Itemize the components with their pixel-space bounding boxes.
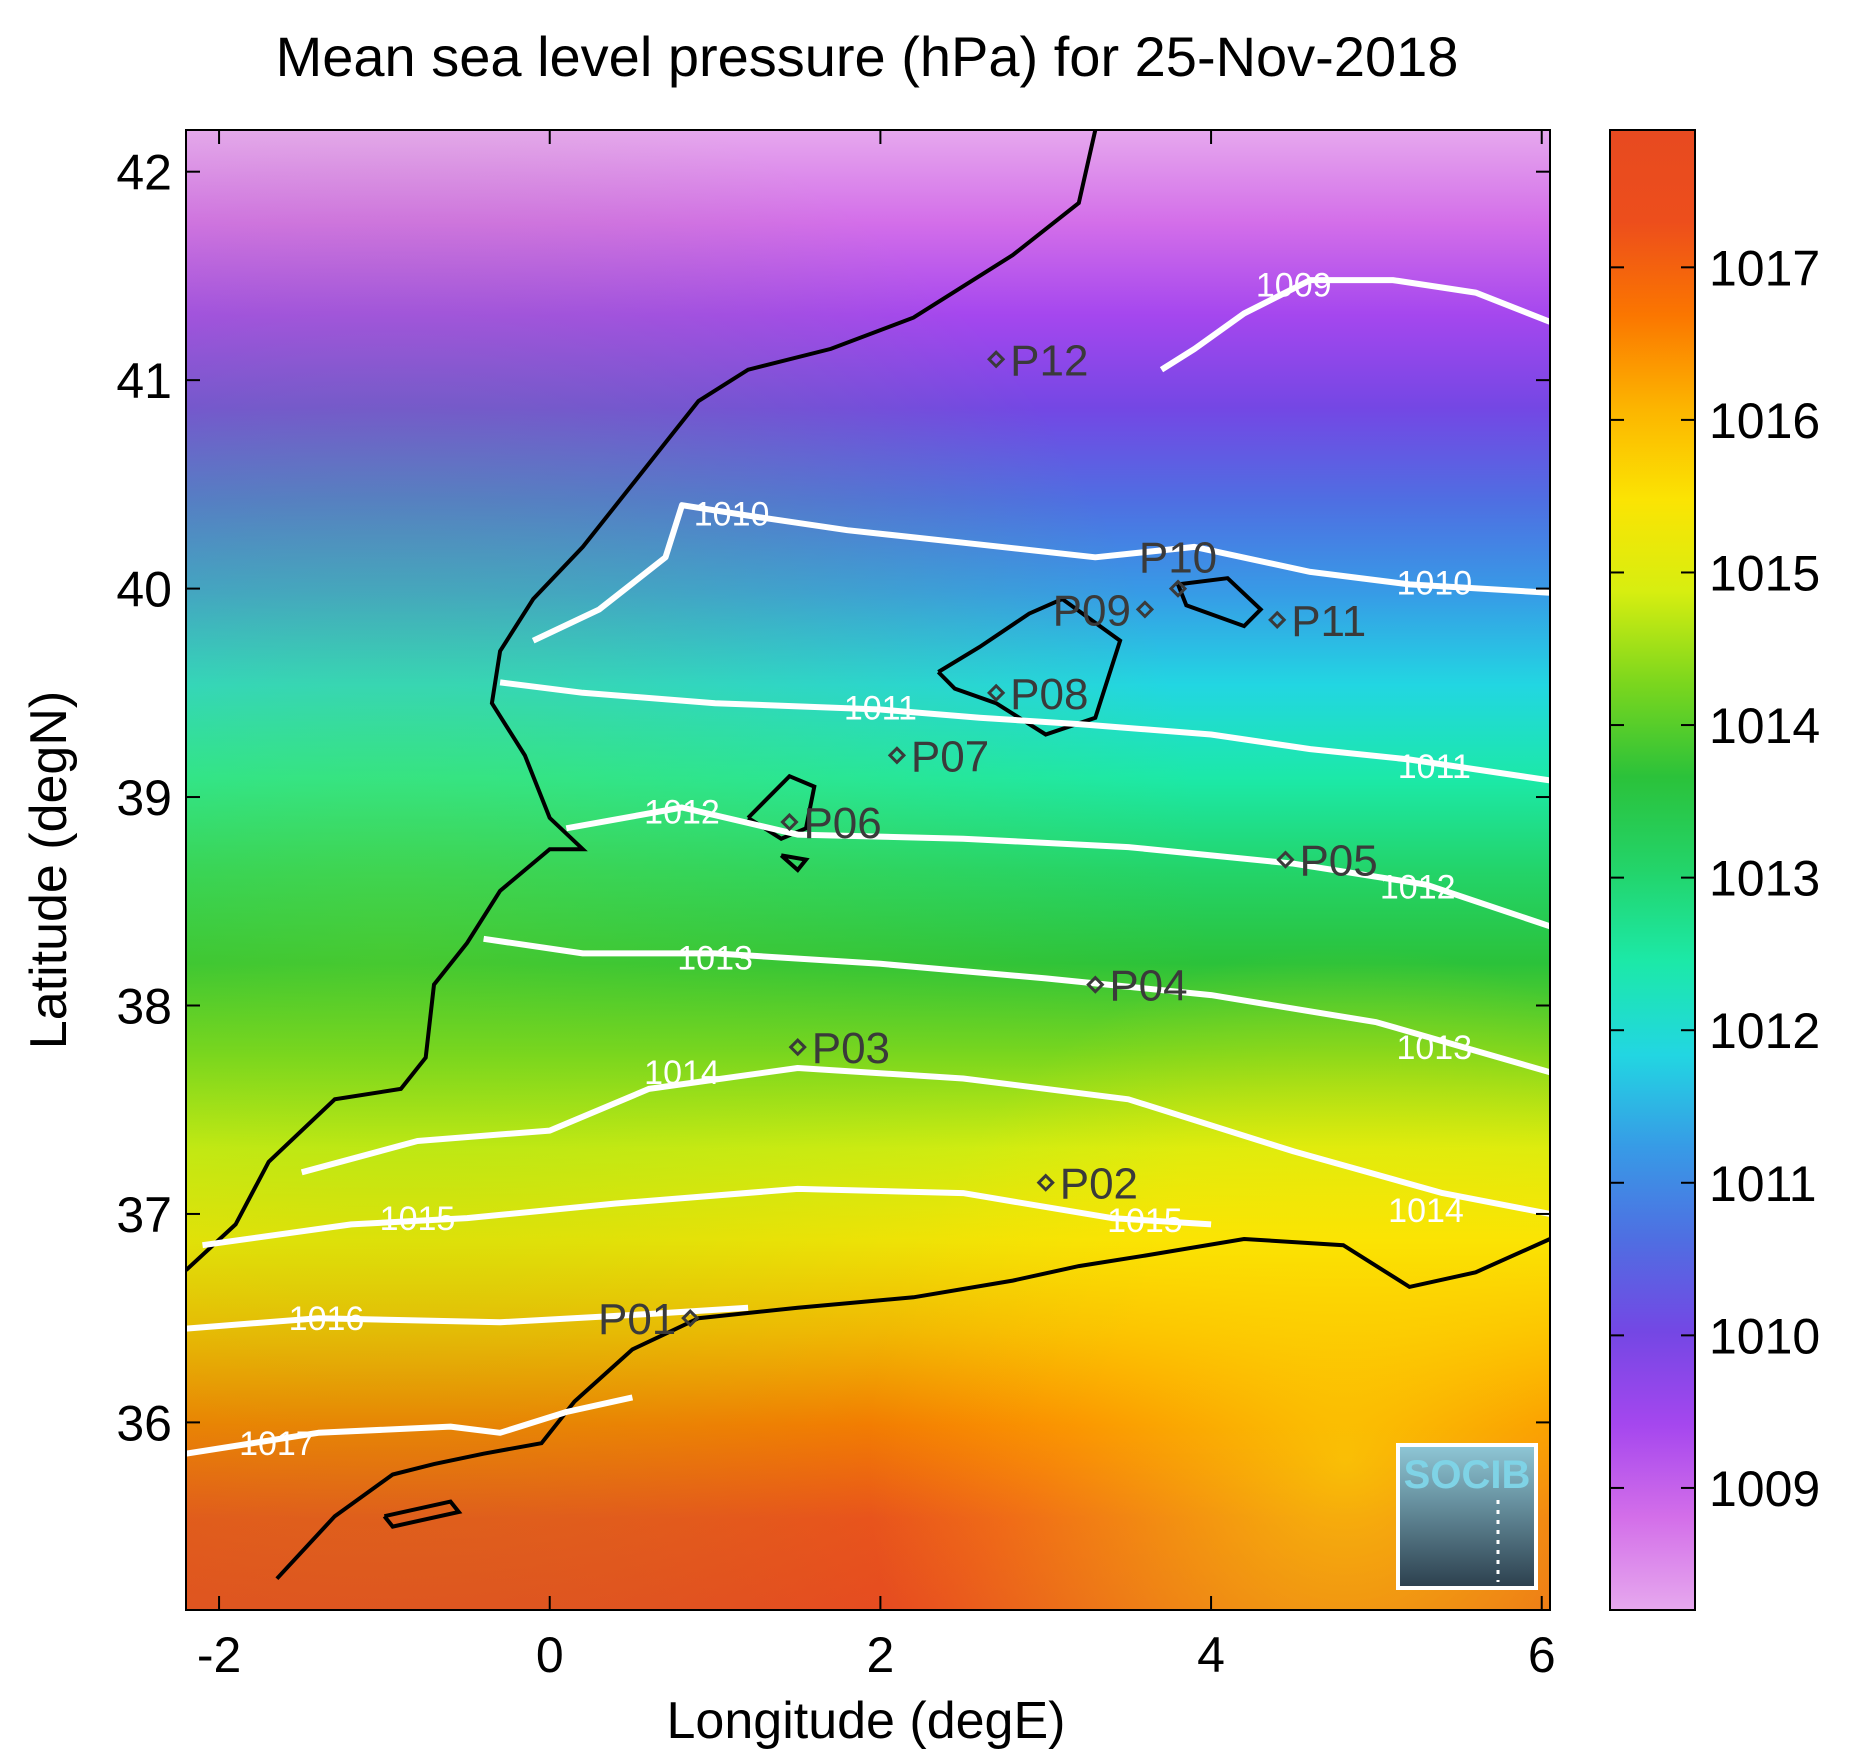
isobar-label-1011: 1011 bbox=[1398, 748, 1471, 786]
station-label-p06: P06 bbox=[803, 799, 881, 848]
isobar-1011 bbox=[499, 679, 1550, 784]
station-marker-p08 bbox=[987, 683, 1006, 702]
station-marker-p07 bbox=[887, 746, 907, 765]
y-axis-label: Latitude (degN) bbox=[20, 691, 78, 1049]
station-marker-p11 bbox=[1268, 610, 1287, 629]
isobar-label-1014: 1014 bbox=[1388, 1192, 1464, 1230]
colorbar-tick-label: 1016 bbox=[1709, 393, 1820, 449]
colorbar-tick-label: 1012 bbox=[1709, 1003, 1820, 1059]
isobar-label-1011: 1011 bbox=[844, 689, 917, 727]
isobar-label-1015: 1015 bbox=[1107, 1202, 1183, 1240]
station-label-p02: P02 bbox=[1060, 1160, 1138, 1209]
colorbar-tick-label: 1017 bbox=[1709, 240, 1820, 296]
x-tick-label: -2 bbox=[197, 1627, 241, 1683]
station-marker-p06 bbox=[780, 812, 799, 832]
isobar-1009 bbox=[1159, 277, 1550, 373]
formentera-coastline bbox=[779, 853, 810, 873]
isobar-label-1014: 1014 bbox=[644, 1054, 720, 1092]
x-tick-label: 2 bbox=[866, 1627, 894, 1683]
isobar-1014 bbox=[300, 1065, 1550, 1217]
isobar-label-1015: 1015 bbox=[380, 1200, 456, 1238]
y-tick-label: 42 bbox=[116, 145, 172, 201]
y-tick-label: 41 bbox=[116, 353, 172, 409]
isobar-1013 bbox=[483, 935, 1550, 1076]
station-label-p07: P07 bbox=[911, 732, 989, 781]
y-tick-label: 36 bbox=[116, 1395, 172, 1451]
x-tick-label: 0 bbox=[536, 1627, 564, 1683]
isobar-1017 bbox=[186, 1394, 634, 1457]
colorbar-tick-label: 1011 bbox=[1709, 1156, 1817, 1212]
isobars: 1009 1010 1010 1011 1011 1012 1012 1013 1013 1014… bbox=[186, 266, 1550, 1463]
iberia-coastline bbox=[275, 1236, 1550, 1581]
isobar-1012 bbox=[565, 804, 1550, 930]
isobar-label-1016: 1016 bbox=[289, 1300, 365, 1338]
socib-logo: SOCIB bbox=[1396, 1443, 1538, 1590]
y-axis: 36 37 38 39 40 41 42 bbox=[116, 145, 1550, 1451]
map-frame bbox=[185, 129, 1551, 1611]
alboran-coastline bbox=[382, 1499, 463, 1529]
isobar-1015 bbox=[202, 1185, 1212, 1249]
station-label-p08: P08 bbox=[1010, 670, 1088, 719]
isobar-label-1012: 1012 bbox=[644, 794, 720, 832]
isobar-label-1013: 1013 bbox=[1396, 1029, 1472, 1067]
isobar-label-1017: 1017 bbox=[239, 1425, 315, 1463]
logo-text: SOCIB bbox=[1404, 1453, 1531, 1497]
colorbar: 1009 1010 1011 1012 1013 1014 1015 1016 1017 bbox=[1609, 129, 1820, 1611]
colorbar-tick-label: 1013 bbox=[1709, 851, 1820, 907]
station-marker-p01 bbox=[681, 1309, 700, 1328]
colorbar-scale bbox=[1609, 129, 1696, 1611]
y-tick-label: 37 bbox=[116, 1187, 172, 1243]
station-label-p12: P12 bbox=[1010, 336, 1088, 385]
coastlines bbox=[186, 130, 1550, 1581]
x-tick-label: 4 bbox=[1197, 1627, 1225, 1683]
station-marker-p03 bbox=[788, 1038, 807, 1057]
station-label-p11: P11 bbox=[1291, 597, 1366, 646]
station-label-p01: P01 bbox=[598, 1295, 676, 1344]
station-label-p04: P04 bbox=[1109, 962, 1187, 1011]
station-marker-p10 bbox=[1168, 579, 1188, 598]
isobar-label-1009: 1009 bbox=[1256, 266, 1332, 304]
colorbar-tick-label: 1009 bbox=[1709, 1461, 1820, 1517]
y-tick-label: 40 bbox=[116, 562, 172, 618]
colorbar-tick-label: 1015 bbox=[1709, 545, 1820, 601]
ibiza-coastline bbox=[746, 773, 817, 841]
station-label-p10: P10 bbox=[1139, 534, 1217, 583]
mallorca-coastline bbox=[936, 596, 1123, 737]
y-tick-label: 38 bbox=[116, 978, 172, 1034]
isobar-label-1010: 1010 bbox=[694, 496, 770, 534]
isobar-1016 bbox=[186, 1304, 749, 1332]
station-marker-p04 bbox=[1086, 975, 1105, 994]
station-marker-p05 bbox=[1276, 850, 1295, 869]
x-axis: -2 0 2 4 6 bbox=[197, 130, 1556, 1683]
station-marker-p02 bbox=[1036, 1173, 1055, 1192]
spain-coastline bbox=[186, 130, 1098, 1272]
menorca-coastline bbox=[1176, 576, 1264, 629]
station-label-p03: P03 bbox=[812, 1024, 890, 1073]
y-tick-label: 39 bbox=[116, 770, 172, 826]
isobar-label-1013: 1013 bbox=[677, 940, 753, 978]
x-tick-label: 6 bbox=[1528, 1627, 1556, 1683]
station-marker-p09 bbox=[1135, 600, 1155, 619]
map-area: 1009 1010 1010 1011 1011 1012 1012 1013 1013 1014… bbox=[186, 130, 1550, 1610]
colorbar-tick-label: 1010 bbox=[1709, 1308, 1820, 1364]
colorbar-tick-label: 1014 bbox=[1709, 698, 1820, 754]
isobar-label-1012: 1012 bbox=[1380, 869, 1456, 907]
colorbar-ticks: 1009 1010 1011 1012 1013 1014 1015 1016 1017 bbox=[1610, 240, 1820, 1517]
station-label-p05: P05 bbox=[1299, 837, 1377, 886]
station-label-p09: P09 bbox=[1053, 586, 1131, 635]
isobar-1010 bbox=[531, 502, 1550, 644]
station-marker-p12 bbox=[987, 350, 1006, 369]
x-axis-label: Longitude (degE) bbox=[667, 1692, 1066, 1750]
isobar-label-1010: 1010 bbox=[1396, 564, 1472, 602]
chart-title: Mean sea level pressure (hPa) for 25-Nov… bbox=[276, 25, 1459, 88]
